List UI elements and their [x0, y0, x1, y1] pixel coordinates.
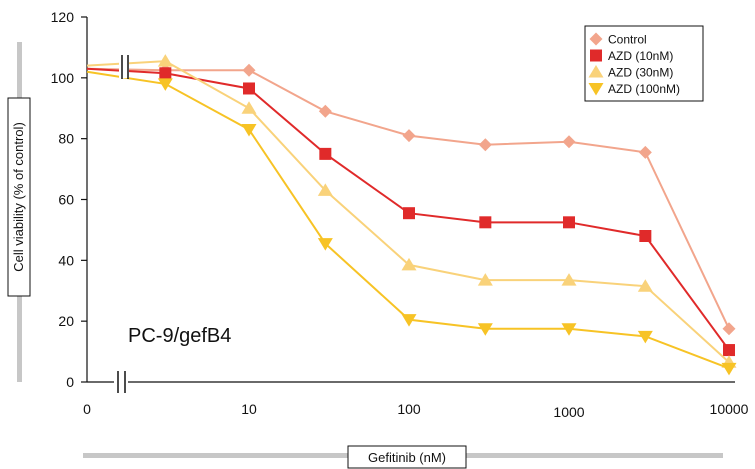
legend-label: AZD (30nM)	[608, 66, 673, 80]
legend: Control AZD (10nM) AZD (30nM) AZD (100nM)	[584, 25, 704, 102]
x-tick-label: 100	[397, 401, 421, 417]
data-point	[243, 82, 255, 95]
data-point	[561, 323, 577, 336]
x-axis-break	[114, 371, 128, 393]
data-point	[401, 314, 417, 327]
data-point	[317, 183, 333, 196]
data-point	[563, 216, 575, 229]
series-2	[86, 67, 735, 357]
data-point	[639, 230, 652, 242]
legend-marker	[588, 83, 604, 96]
data-point	[477, 323, 493, 336]
data-point	[401, 257, 417, 271]
data-point	[723, 344, 735, 357]
data-point	[721, 362, 737, 376]
data-point	[562, 135, 576, 149]
series-1	[86, 63, 736, 336]
data-point	[319, 147, 332, 160]
data-point	[157, 54, 173, 67]
series-3	[86, 54, 737, 368]
legend-marker	[590, 49, 602, 62]
y-axis-title-box: Cell viability (% of control)	[7, 97, 31, 297]
legend-marker	[588, 65, 604, 78]
x-tick-label: 10	[241, 401, 257, 417]
x-tick-label: 0	[83, 401, 91, 417]
y-axis-title: Cell viability (% of control)	[11, 122, 26, 272]
x-axis-title-box: Gefitinib (nM)	[347, 445, 467, 469]
data-point	[637, 330, 653, 344]
data-point	[318, 104, 332, 118]
data-point	[479, 216, 492, 229]
legend-label: AZD (10nM)	[608, 49, 673, 63]
x-tick-label: 1000	[553, 404, 584, 420]
y-tick-label: 120	[51, 9, 75, 25]
series-line	[86, 67, 730, 330]
data-point	[561, 273, 577, 286]
y-tick-label: 40	[58, 252, 74, 268]
data-point	[159, 67, 172, 80]
data-point	[477, 273, 493, 286]
chart-annotation: PC-9/gefB4	[128, 325, 231, 347]
data-point	[638, 145, 652, 159]
legend-label: AZD (100nM)	[608, 82, 680, 96]
data-point	[722, 322, 736, 336]
y-tick-label: 0	[66, 374, 74, 390]
y-tick-label: 80	[58, 131, 74, 147]
y-tick-label: 20	[58, 313, 74, 329]
x-axis-title: Gefitinib (nM)	[368, 450, 446, 465]
x-tick-label: 10000	[710, 401, 749, 417]
data-point	[478, 138, 492, 152]
series-4	[86, 70, 737, 376]
data-point	[242, 63, 256, 77]
data-point	[157, 78, 173, 91]
data-point	[241, 124, 257, 137]
data-point	[402, 129, 416, 143]
data-point	[317, 238, 333, 251]
legend-label: Control	[608, 33, 647, 47]
legend-marker	[589, 32, 603, 46]
y-tick-label: 100	[51, 70, 75, 86]
y-tick-label: 60	[58, 192, 74, 208]
legend-box	[584, 25, 704, 102]
data-point	[637, 279, 653, 292]
series-break-mark	[119, 55, 129, 79]
data-point	[241, 101, 257, 114]
data-point	[403, 207, 415, 220]
